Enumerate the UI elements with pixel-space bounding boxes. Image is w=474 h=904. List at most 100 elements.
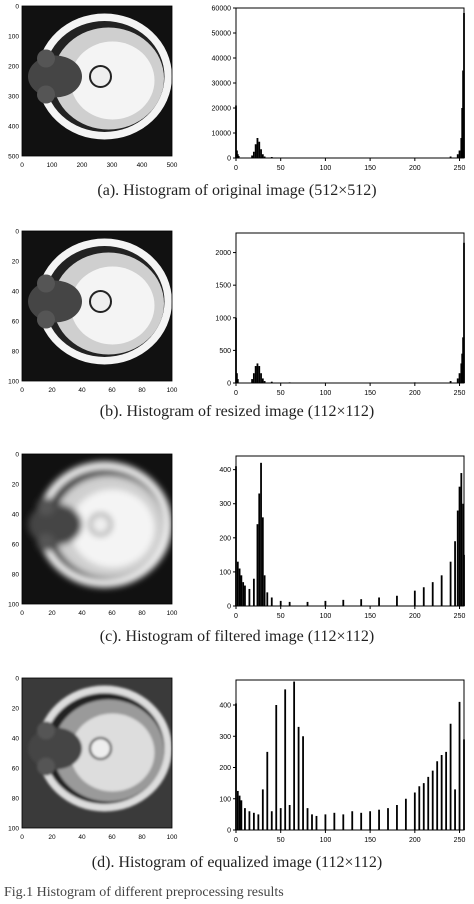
x-tick-label: 0 bbox=[234, 165, 238, 172]
histogram-bar bbox=[260, 373, 262, 383]
y-tick-label: 80 bbox=[12, 572, 20, 579]
y-tick-label: 40 bbox=[12, 512, 20, 519]
histogram-bar bbox=[279, 808, 282, 831]
x-tick-label: 200 bbox=[409, 165, 421, 172]
histogram-bar bbox=[263, 156, 266, 158]
histogram-bar bbox=[378, 809, 380, 830]
histogram-bar bbox=[235, 466, 237, 606]
histogram-bar bbox=[460, 473, 463, 606]
left-eye bbox=[37, 49, 55, 68]
histogram-bar bbox=[266, 751, 269, 831]
y-tick-label: 20 bbox=[12, 706, 20, 713]
histogram-bar bbox=[293, 681, 296, 830]
x-tick-label: 150 bbox=[364, 613, 376, 620]
histogram-bar bbox=[431, 770, 434, 831]
plot-frame bbox=[235, 232, 465, 384]
histogram-bar bbox=[242, 582, 245, 606]
y-tick-label: 100 bbox=[219, 796, 231, 803]
histogram-bar bbox=[302, 736, 304, 830]
x-tick-label: 100 bbox=[320, 390, 332, 397]
histogram-bar bbox=[244, 585, 246, 606]
y-tick-label: 300 bbox=[219, 734, 231, 741]
histogram-bar bbox=[315, 815, 318, 830]
x-tick-label: 250 bbox=[454, 390, 466, 397]
x-tick-label: 400 bbox=[137, 162, 148, 169]
histogram-bar bbox=[235, 105, 237, 158]
histogram-bar bbox=[270, 811, 273, 830]
histogram-chart: 0 50 100 150 200 250 0 100 200 300 400 bbox=[219, 455, 465, 620]
histogram-bar bbox=[237, 156, 240, 158]
y-tick-label: 2000 bbox=[215, 250, 231, 257]
y-tick-label: 50000 bbox=[212, 31, 232, 38]
x-tick-label: 20 bbox=[48, 834, 56, 841]
histogram-bar bbox=[387, 808, 389, 831]
left-eye bbox=[37, 497, 55, 516]
histogram-bar bbox=[270, 597, 273, 606]
image-frame bbox=[21, 453, 173, 605]
y-tick-label: 400 bbox=[219, 703, 231, 710]
histogram-bar bbox=[422, 587, 425, 606]
x-tick-label: 150 bbox=[364, 837, 376, 844]
y-tick-label: 0 bbox=[15, 229, 19, 236]
histogram-bar bbox=[256, 138, 259, 158]
histogram-bar bbox=[369, 811, 372, 830]
image-frame bbox=[21, 677, 173, 829]
histogram-bar bbox=[238, 568, 241, 606]
histogram-bar bbox=[422, 783, 425, 831]
histogram-bar bbox=[256, 363, 259, 383]
x-tick-label: 100 bbox=[47, 162, 58, 169]
histogram-bar bbox=[413, 382, 416, 383]
histogram-bar bbox=[258, 493, 261, 606]
x-tick-label: 0 bbox=[20, 610, 24, 617]
histogram-bar bbox=[261, 517, 264, 606]
y-tick-label: 40 bbox=[12, 289, 20, 296]
right-eye bbox=[37, 757, 55, 776]
brainstem bbox=[89, 513, 112, 536]
histogram-bar bbox=[333, 812, 336, 830]
histogram-bar bbox=[351, 811, 354, 830]
histogram-bar bbox=[396, 595, 398, 606]
y-tick-label: 20 bbox=[12, 482, 20, 489]
histogram-bar bbox=[251, 155, 253, 158]
histogram-bar bbox=[252, 373, 255, 383]
histogram-bar bbox=[306, 808, 309, 831]
histogram-bar bbox=[236, 790, 239, 830]
histogram-bar bbox=[413, 792, 416, 830]
y-tick-label: 100 bbox=[8, 34, 19, 41]
x-tick-label: 100 bbox=[320, 613, 332, 620]
histogram-bar bbox=[251, 379, 253, 383]
x-tick-label: 200 bbox=[77, 162, 88, 169]
histogram-bar bbox=[418, 786, 421, 830]
histogram-bar bbox=[454, 541, 456, 606]
histogram-bar bbox=[456, 378, 459, 383]
y-tick-label: 60 bbox=[12, 542, 20, 549]
histogram-bar bbox=[458, 150, 461, 158]
histogram-bar bbox=[288, 382, 291, 383]
histogram-chart: 0 50 100 150 200 250 0 500 1000 1500 2000 bbox=[215, 232, 466, 397]
x-tick-label: 80 bbox=[138, 834, 146, 841]
histogram-bar bbox=[258, 141, 261, 158]
x-tick-label: 50 bbox=[277, 837, 285, 844]
y-tick-label: 20 bbox=[12, 259, 20, 266]
histogram-bar bbox=[458, 701, 461, 831]
histogram-bar bbox=[236, 561, 239, 606]
plot-frame bbox=[235, 679, 465, 831]
histogram-bar bbox=[463, 13, 465, 158]
histogram-bar bbox=[440, 755, 443, 830]
panel-caption: (a). Histogram of original image (512×51… bbox=[97, 182, 377, 199]
histogram-bar bbox=[413, 157, 416, 158]
histogram-bar bbox=[248, 588, 251, 606]
histogram-bar bbox=[238, 795, 241, 831]
brain-scan bbox=[28, 461, 172, 588]
histogram-bar bbox=[324, 600, 327, 606]
x-tick-label: 200 bbox=[409, 390, 421, 397]
x-tick-label: 60 bbox=[108, 834, 116, 841]
y-tick-label: 0 bbox=[227, 828, 231, 835]
y-tick-label: 1500 bbox=[215, 283, 231, 290]
x-tick-label: 150 bbox=[364, 165, 376, 172]
y-tick-label: 400 bbox=[219, 467, 231, 474]
histogram-bar bbox=[288, 805, 291, 830]
histogram-bar bbox=[456, 154, 459, 158]
histogram-bar bbox=[263, 575, 266, 606]
right-eye bbox=[37, 85, 55, 104]
